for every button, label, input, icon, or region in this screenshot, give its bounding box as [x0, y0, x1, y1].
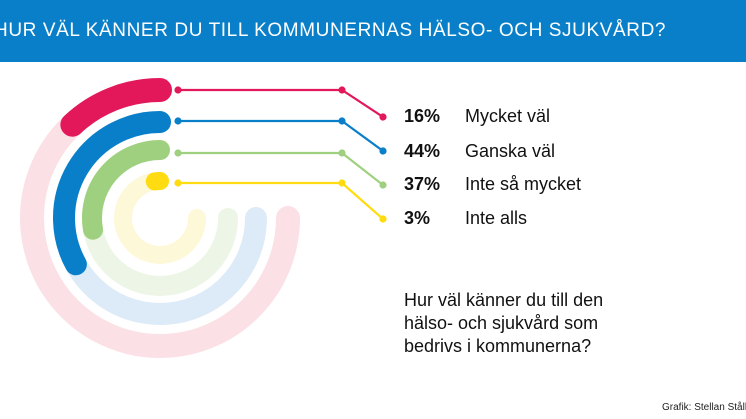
legend-label: Inte alls	[465, 208, 528, 228]
connector-dot	[379, 215, 387, 223]
legend-label: Ganska väl	[465, 141, 556, 161]
connector-dot	[379, 113, 387, 121]
legend-item-inte-sa-mycket: 37% Inte så mycket	[404, 174, 581, 198]
arc-mycket-val	[60, 78, 172, 137]
connector-dot	[338, 179, 346, 187]
question-line: hälso- och sjukvård som	[404, 313, 599, 333]
connector-dot	[338, 86, 346, 94]
connector-dot	[338, 149, 346, 157]
question-line: bedrivs i kommunerna?	[404, 336, 592, 356]
connector-dot	[379, 147, 387, 155]
connector-mycket-val	[178, 88, 384, 118]
legend-item-inte-alls: 3% Inte alls	[404, 208, 527, 232]
connector-dot	[174, 86, 182, 94]
credit: Grafik: Stellan Stålbrand	[662, 402, 746, 413]
legend-value: 3%	[404, 208, 431, 228]
arc-inte-sa-mycket	[82, 140, 170, 240]
legend-item-mycket-val: 16% Mycket väl	[404, 106, 550, 130]
legend-value: 44%	[404, 141, 441, 161]
connector-dot	[174, 149, 182, 157]
legend-item-ganska-val: 44% Ganska väl	[404, 141, 555, 165]
arc-ganska-val	[53, 111, 171, 276]
question-text: Hur väl känner du till den hälso- och sj…	[404, 289, 704, 358]
connector-inte-sa-mycket	[178, 151, 384, 186]
connector-dot	[174, 117, 182, 125]
connector-dot	[174, 179, 182, 187]
legend-label: Inte så mycket	[465, 174, 582, 194]
connector-dot	[379, 181, 387, 189]
legend-value: 37%	[404, 174, 441, 194]
connector-ganska-val	[178, 119, 384, 152]
legend-label: Mycket väl	[465, 106, 551, 126]
track-inte-alls	[114, 172, 206, 264]
legend-value: 16%	[404, 106, 441, 126]
question-line: Hur väl känner du till den	[404, 290, 604, 310]
chart-title: HUR VÄL KÄNNER DU TILL KOMMUNERNAS HÄLSO…	[0, 20, 667, 41]
connector-dot	[338, 117, 346, 125]
title-banner: HUR VÄL KÄNNER DU TILL KOMMUNERNAS HÄLSO…	[0, 0, 746, 62]
